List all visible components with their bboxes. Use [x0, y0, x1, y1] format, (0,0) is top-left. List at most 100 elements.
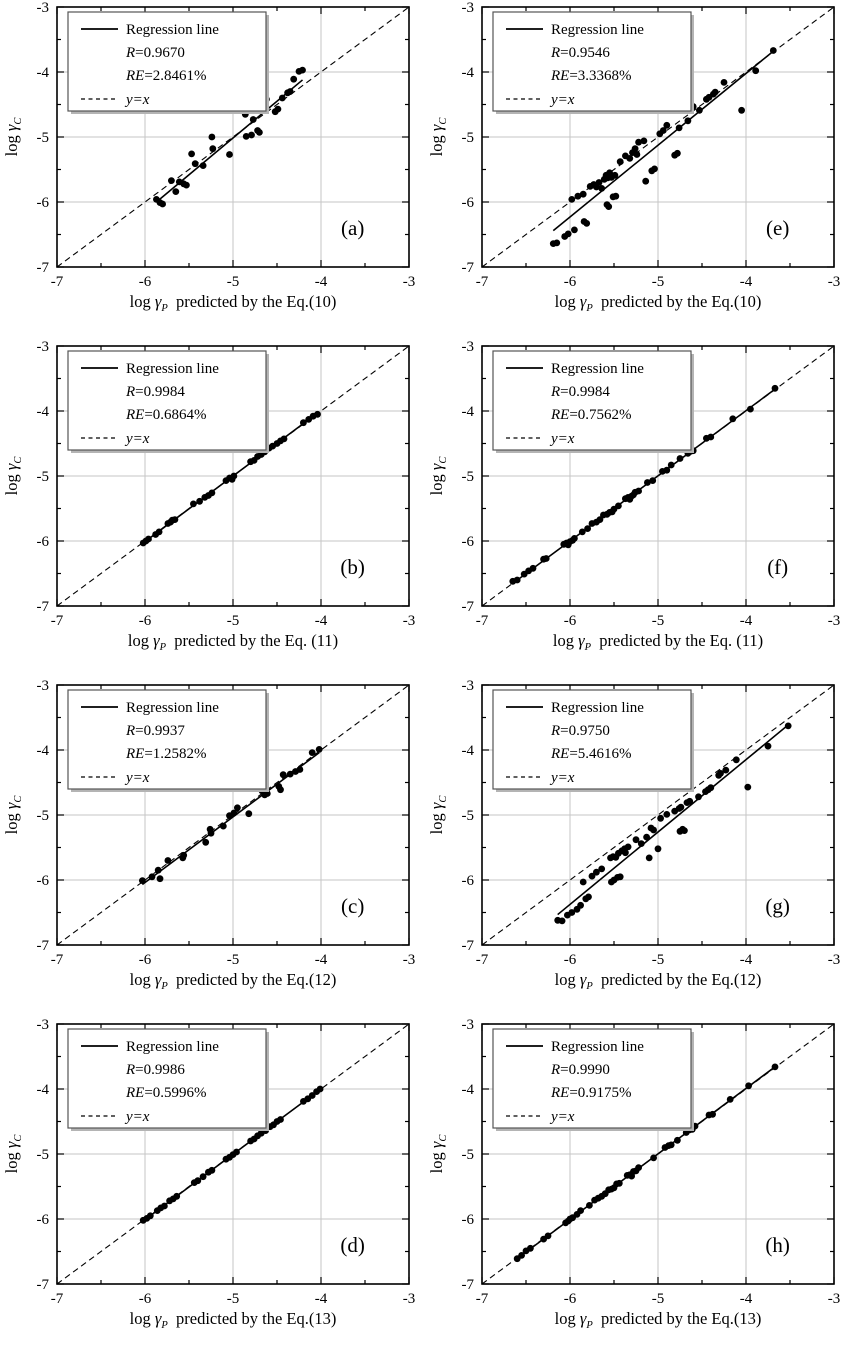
data-point	[651, 165, 658, 173]
x-tick-label: -4	[740, 613, 753, 629]
legend-regression-label: Regression line	[551, 22, 644, 38]
data-point	[764, 742, 772, 750]
scatter-points	[549, 47, 777, 248]
data-point	[278, 94, 286, 102]
legend-re-value: RE=0.7562%	[550, 407, 632, 423]
data-point	[180, 851, 188, 859]
y-tick-label: -7	[462, 260, 475, 276]
y-axis-label: log γC	[2, 795, 24, 835]
scatter-points	[139, 746, 323, 884]
panel-letter: (e)	[766, 216, 789, 240]
scatter-points	[513, 1063, 779, 1263]
panel-letter: (d)	[340, 1233, 365, 1257]
data-point	[622, 849, 629, 857]
legend-r-value: R=0.9546	[550, 45, 610, 61]
y-tick-label: -6	[462, 195, 475, 211]
scatter-points	[153, 66, 306, 208]
data-point	[667, 1141, 675, 1149]
legend-re-value: RE=0.5996%	[125, 1085, 207, 1101]
x-tick-label: -6	[564, 274, 577, 290]
data-point	[577, 901, 584, 909]
legend-regression-label: Regression line	[551, 700, 644, 716]
data-point	[640, 137, 648, 145]
data-point	[744, 783, 752, 791]
x-axis-label: log γP predicted by the Eq. (11)	[128, 631, 338, 653]
data-point	[208, 1166, 216, 1174]
x-tick-label: -6	[139, 1291, 152, 1307]
data-point	[299, 66, 306, 74]
x-tick-label: -6	[564, 952, 577, 968]
identity-line	[56, 345, 410, 607]
y-tick-label: -7	[37, 938, 50, 954]
data-point	[208, 489, 216, 497]
y-axis-label: log γC	[427, 1134, 449, 1174]
data-point	[544, 1232, 552, 1240]
scatter-plot-c: -7 -6 -5 -4 -3 -7 -6 -5 -4 -3 log γP predicted by …	[2, 678, 415, 992]
data-point	[513, 576, 521, 584]
legend-box	[492, 11, 692, 112]
data-point	[194, 1177, 202, 1185]
data-point	[745, 1082, 752, 1090]
data-point	[732, 756, 740, 764]
data-point	[645, 854, 653, 862]
x-tick-label: -6	[139, 613, 152, 629]
data-point	[663, 811, 671, 818]
y-tick-label: -3	[37, 678, 50, 694]
scatter-plot-d: -7 -6 -5 -4 -3 -7 -6 -5 -4 -3 log γP predicted by …	[2, 1017, 416, 1331]
panel-f: -7 -6 -5 -4 -3 -7 -6 -5 -4 -3 log γP predicted by …	[425, 339, 850, 678]
panel-b: -7 -6 -5 -4 -3 -7 -6 -5 -4 -3 log γP predicted by …	[0, 339, 425, 678]
data-point	[631, 145, 639, 153]
data-point	[154, 866, 162, 874]
y-tick-label: -5	[462, 130, 475, 146]
data-point	[707, 784, 715, 792]
x-tick-label: -3	[403, 1291, 416, 1307]
panel-e: -7 -6 -5 -4 -3 -7 -6 -5 -4 -3 log γP predicted by …	[425, 0, 850, 339]
x-tick-label: -5	[652, 1291, 665, 1307]
data-point	[190, 500, 197, 508]
y-tick-label: -6	[37, 1212, 50, 1228]
legend-identity-label: y=x	[549, 431, 575, 447]
data-point	[720, 79, 728, 86]
data-point	[616, 158, 624, 166]
data-point	[598, 865, 606, 873]
x-tick-label: -5	[227, 1291, 240, 1307]
data-point	[729, 415, 737, 423]
data-point	[290, 75, 298, 83]
plot-border	[56, 1023, 410, 1285]
data-point	[738, 106, 745, 114]
data-point	[208, 133, 216, 141]
regression-line	[552, 50, 774, 232]
data-point	[527, 1244, 534, 1252]
y-tick-label: -3	[462, 678, 475, 694]
data-point	[657, 814, 664, 822]
y-axis-label: log γC	[2, 117, 24, 157]
x-tick-label: -7	[51, 274, 64, 290]
data-point	[148, 873, 156, 881]
y-axis-label: log γC	[427, 117, 449, 157]
data-point	[722, 766, 730, 774]
data-point	[649, 477, 657, 484]
x-tick-label: -7	[51, 1291, 64, 1307]
x-tick-label: -7	[51, 952, 64, 968]
y-tick-label: -7	[37, 260, 50, 276]
data-point	[674, 149, 681, 157]
data-point	[686, 797, 694, 805]
data-point	[296, 766, 304, 773]
data-point	[588, 872, 596, 880]
plot-border	[56, 345, 410, 607]
data-point	[615, 1179, 623, 1187]
data-point	[542, 555, 550, 562]
data-point	[577, 1207, 584, 1214]
x-tick-label: -6	[139, 274, 152, 290]
x-tick-label: -7	[476, 1291, 489, 1307]
data-point	[579, 190, 587, 198]
legend-re-value: RE=3.3368%	[550, 68, 632, 84]
data-point	[674, 1136, 681, 1144]
data-point	[230, 809, 238, 817]
data-point	[286, 88, 294, 95]
x-axis-label: log γP predicted by the Eq.(12)	[130, 970, 337, 992]
data-point	[643, 833, 650, 841]
panel-g: -7 -6 -5 -4 -3 -7 -6 -5 -4 -3 log γP predicted by …	[425, 678, 850, 1017]
scatter-points	[554, 722, 792, 925]
